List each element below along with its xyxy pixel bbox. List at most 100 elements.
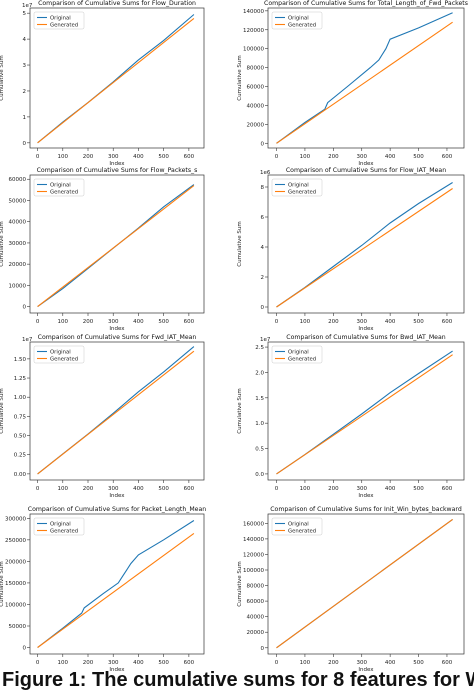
y-tick-label: 0.0 <box>255 472 264 478</box>
y-scale-label: 1e7 <box>22 337 33 343</box>
y-tick-label: 60000 <box>9 177 27 183</box>
chart-title: Comparison of Cumulative Sums for Bwd_IA… <box>286 334 445 341</box>
x-tick-label: 300 <box>356 486 367 492</box>
y-axis-label: Cumulative Sum <box>237 221 243 266</box>
y-tick-label: 0 <box>261 305 265 311</box>
x-tick-label: 0 <box>275 486 279 492</box>
x-axis-label: Index <box>109 326 125 332</box>
y-tick-label: 3 <box>23 63 27 69</box>
y-tick-label: 140000 <box>243 9 264 15</box>
y-tick-label: 120000 <box>243 28 264 34</box>
y-tick-label: 10000 <box>9 283 27 289</box>
y-axis-label: Cumulative Sum <box>0 221 5 266</box>
y-tick-label: 60000 <box>247 85 265 91</box>
y-tick-label: 4 <box>261 245 265 251</box>
x-tick-label: 0 <box>36 154 40 160</box>
x-axis-label: Index <box>109 493 125 499</box>
y-tick-label: 1.25 <box>14 376 27 382</box>
y-scale-label: 1e7 <box>22 3 33 9</box>
y-tick-label: 0.50 <box>14 434 27 440</box>
x-tick-label: 500 <box>158 319 169 325</box>
x-tick-label: 100 <box>300 660 311 666</box>
y-tick-label: 2 <box>261 275 265 281</box>
chart-panel-8: 0 100 200 300 400 500 600 0 20000 40000 60000 80000… <box>237 506 465 673</box>
x-tick-label: 300 <box>356 660 367 666</box>
y-tick-label: 80000 <box>247 584 265 590</box>
y-scale-label: 1e6 <box>260 170 271 176</box>
plot-frame <box>29 513 205 655</box>
y-tick-label: 1.00 <box>14 395 27 401</box>
legend-label-generated: Generated <box>50 190 78 196</box>
chart-title: Comparison of Cumulative Sums for Fwd_IA… <box>38 334 197 341</box>
chart-title: Comparison of Cumulative Sums for Flow_D… <box>38 0 196 7</box>
x-tick-label: 400 <box>133 319 144 325</box>
chart-panel-2: 0 100 200 300 400 500 600 0 20000 40000 60000 80000… <box>237 0 468 167</box>
figure-caption: Figure 1: The cumulative sums for 8 feat… <box>2 669 474 691</box>
y-tick-label: 20000 <box>247 630 265 636</box>
x-tick-label: 200 <box>328 660 339 666</box>
y-axis-label: Cumulative Sum <box>0 388 5 433</box>
y-tick-label: 80000 <box>247 66 265 72</box>
x-tick-label: 400 <box>385 486 396 492</box>
x-tick-label: 0 <box>36 319 40 325</box>
y-tick-label: 160000 <box>243 521 264 527</box>
chart-panel-5: 0 100 200 300 400 500 600 0.00 0.25 0.50 0.75 1.00 1… <box>0 334 205 499</box>
legend-label-original: Original <box>50 16 71 22</box>
chart-title: Comparison of Cumulative Sums for Packet… <box>28 506 206 513</box>
legend-label-original: Original <box>288 350 309 356</box>
x-tick-label: 100 <box>300 319 311 325</box>
x-tick-label: 300 <box>108 660 119 666</box>
y-tick-label: 0 <box>261 141 265 147</box>
y-tick-label: 30000 <box>9 241 27 247</box>
y-tick-label: 1.5 <box>255 396 264 402</box>
y-tick-label: 0 <box>23 646 27 652</box>
x-tick-label: 400 <box>385 660 396 666</box>
x-tick-label: 300 <box>108 319 119 325</box>
y-tick-label: 0.5 <box>255 447 264 453</box>
chart-title: Comparison of Cumulative Sums for Flow_P… <box>37 167 198 174</box>
y-tick-label: 2.0 <box>255 370 264 376</box>
series-line-generated <box>37 350 195 475</box>
y-tick-label: 8 <box>261 185 265 191</box>
y-tick-label: 2 <box>23 89 27 95</box>
x-tick-label: 300 <box>356 319 367 325</box>
x-tick-label: 600 <box>442 154 453 160</box>
series-line-generated <box>276 354 453 475</box>
series-line-generated <box>276 21 453 144</box>
y-tick-label: 100000 <box>243 47 264 53</box>
x-tick-label: 400 <box>133 154 144 160</box>
x-tick-label: 100 <box>300 486 311 492</box>
x-tick-label: 0 <box>275 319 279 325</box>
plot-frame <box>29 174 205 314</box>
plot-frame <box>29 341 205 481</box>
plot-frame <box>267 174 465 314</box>
x-tick-label: 600 <box>442 319 453 325</box>
y-tick-label: 20000 <box>9 262 27 268</box>
y-tick-label: 50000 <box>9 198 27 204</box>
x-tick-label: 0 <box>36 486 40 492</box>
x-tick-label: 600 <box>184 660 195 666</box>
x-tick-label: 500 <box>158 486 169 492</box>
series-line-generated <box>276 188 453 308</box>
legend-label-original: Original <box>50 350 71 356</box>
y-tick-label: 0 <box>261 646 265 652</box>
plot-frame <box>267 513 465 655</box>
y-tick-label: 0.00 <box>14 472 27 478</box>
x-tick-label: 200 <box>328 154 339 160</box>
x-tick-label: 0 <box>275 660 279 666</box>
x-tick-label: 0 <box>275 154 279 160</box>
y-tick-label: 200000 <box>5 559 26 565</box>
x-axis-label: Index <box>358 161 374 167</box>
x-tick-label: 300 <box>108 154 119 160</box>
x-tick-label: 200 <box>83 486 94 492</box>
legend-label-original: Original <box>50 522 71 528</box>
x-tick-label: 200 <box>328 319 339 325</box>
x-tick-label: 500 <box>158 154 169 160</box>
chart-title: Comparison of Cumulative Sums for Init_W… <box>270 506 462 513</box>
y-tick-label: 40000 <box>9 220 27 226</box>
x-tick-label: 400 <box>385 319 396 325</box>
legend-label-generated: Generated <box>288 357 316 363</box>
y-tick-label: 2.5 <box>255 345 264 351</box>
y-tick-label: 40000 <box>247 615 265 621</box>
y-tick-label: 6 <box>261 215 265 221</box>
